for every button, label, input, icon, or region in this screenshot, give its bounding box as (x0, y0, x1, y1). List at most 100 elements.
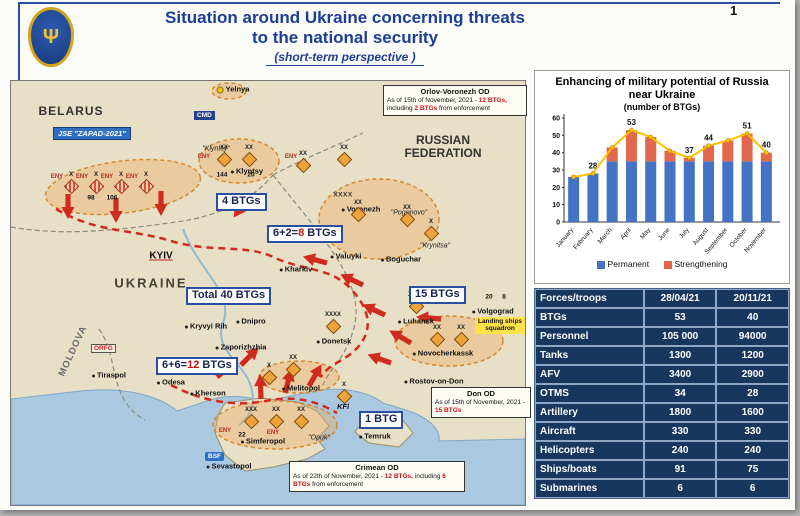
table-row: Aircraft 330 330 (535, 422, 789, 441)
chart-point-marker (686, 155, 692, 161)
table-row: BTGs 53 40 (535, 308, 789, 327)
od-red-text: 15 BTGs (435, 407, 462, 415)
od-red-text: 12 BTGs, (478, 96, 507, 104)
threat-line-south (170, 383, 338, 415)
title-subtitle: (short-term perspective ) (266, 50, 424, 67)
bar-permanent (568, 177, 580, 223)
od-red-text: 2 BTGs (414, 105, 438, 113)
table-cell-value: 75 (716, 460, 789, 479)
attack-arrow-icon (109, 198, 123, 223)
table-cell-value: 330 (716, 422, 789, 441)
border-belarus-russia (272, 132, 364, 176)
chart-month-label: February (572, 227, 595, 252)
attack-arrow-icon (416, 311, 442, 325)
bar-permanent (664, 161, 676, 223)
table-row: OTMS 34 28 (535, 384, 789, 403)
bar-permanent (703, 161, 715, 223)
od-text: As of 15th of November, 2021 - (387, 96, 479, 104)
chart-point-label: 53 (627, 119, 636, 128)
bsf-badge: BSF (205, 452, 224, 461)
chart-point-marker (725, 138, 731, 144)
emblem-shield-icon: Ψ (28, 7, 74, 67)
bar-strengthening (760, 153, 772, 162)
table-cell-value: 28 (716, 384, 789, 403)
bar-permanent (606, 161, 618, 223)
bar-strengthening (625, 130, 637, 162)
table-row: AFV 3400 2900 (535, 365, 789, 384)
legend-permanent-swatch (596, 261, 605, 270)
chart-point-marker (609, 145, 615, 151)
callout-text: 6+6= (162, 359, 188, 371)
table-cell-value: 1300 (643, 346, 717, 365)
table-row: Personnel 105 000 94000 (535, 327, 789, 346)
callout-total-40-btgs: Total 40 BTGs (186, 287, 272, 305)
chart-title: Enhancing of military potential of Russi… (555, 76, 769, 102)
table-cell-value: 1200 (716, 346, 789, 365)
title-line-1: Situation around Ukraine concerning thre… (165, 8, 525, 27)
chart-point-marker (629, 128, 634, 133)
chart-month-label: March (597, 227, 614, 246)
table-cell-value: 330 (643, 422, 717, 441)
callout-4-btgs: 4 BTGs (216, 193, 267, 211)
legend-item-permanent: Permanent (596, 259, 649, 270)
chart-month-label: May (639, 227, 653, 241)
exercise-area-klyntsy (198, 138, 280, 184)
attack-arrow-icon (306, 364, 322, 388)
decorative-rule-top (18, 2, 780, 4)
bar-strengthening (606, 147, 618, 162)
chart-point-marker (648, 135, 654, 140)
kfl-label: KFl (337, 402, 350, 411)
table-header-cell: 28/04/21 (643, 289, 717, 308)
chart-point-label: 44 (704, 134, 713, 143)
callout-number: 12 (187, 359, 200, 371)
title-line-2: to the national security (251, 28, 439, 48)
chart-point-marker (764, 150, 769, 156)
table-row: Tanks 1300 1200 (535, 346, 789, 365)
threat-line-north-east (55, 207, 369, 378)
table-row: Ships/boats 91 75 (535, 460, 789, 479)
chart-ytick-label: 20 (552, 185, 560, 192)
table-cell-value: 94000 (716, 327, 789, 346)
attack-arrow-icon (302, 253, 328, 266)
zapad-2021-badge: JSE "ZAPAD-2021" (53, 127, 131, 140)
trident-icon: Ψ (42, 26, 60, 48)
callout-text: 1 BTG (365, 413, 398, 425)
table-row-label: Artillery (535, 403, 644, 422)
table-row-label: Aircraft (535, 422, 644, 441)
orfg-badge: ORFG (91, 344, 116, 353)
table-row: Submarines 6 6 (535, 479, 789, 498)
chart-ytick-label: 50 (552, 133, 560, 140)
table-row-label: Ships/boats (535, 460, 644, 479)
callout-15-btgs: 15 BTGs (409, 286, 466, 304)
attack-arrow-icon (362, 303, 387, 318)
legend-item-strengthening: Strengthening (663, 259, 727, 270)
situation-map: BELARUS RUSSIAN FEDERATION UKRAINE MOLDOVA Y… (10, 80, 531, 506)
table-cell-value: 2900 (716, 365, 789, 384)
orlov-voronezh-od-box: Orlov-Voronezh OD As of 15th of November… (383, 85, 527, 116)
table-cell-value: 1800 (643, 403, 717, 422)
slide-title: Situation around Ukraine concerning thre… (110, 8, 580, 67)
chart-month-label: August (692, 227, 710, 247)
exercise-area-crimea (212, 400, 338, 450)
table-cell-value: 1600 (716, 403, 789, 422)
table-cell-value: 3400 (643, 365, 717, 384)
chart-point-marker (667, 149, 673, 154)
chart-point-label: 40 (762, 141, 771, 150)
chart-point-marker (744, 131, 750, 137)
table-row-label: Personnel (535, 327, 644, 346)
od-text: from enforcement (437, 105, 490, 113)
attack-arrow-icon (61, 194, 75, 219)
od-box-text: As of 15th of November, 2021 - 15 BTGs (435, 399, 527, 416)
attack-arrow-icon (340, 273, 365, 288)
table-row-label: Tanks (535, 346, 644, 365)
table-cell-value: 6 (643, 479, 717, 498)
attack-arrow-icon (239, 347, 259, 367)
chart-panel: Enhancing of military potential of Russi… (534, 70, 790, 284)
bar-strengthening (722, 140, 734, 162)
legend-strengthening-swatch (663, 261, 672, 270)
bar-permanent (741, 161, 753, 223)
chart-ytick-label: 10 (552, 203, 560, 210)
bar-permanent (760, 161, 772, 223)
